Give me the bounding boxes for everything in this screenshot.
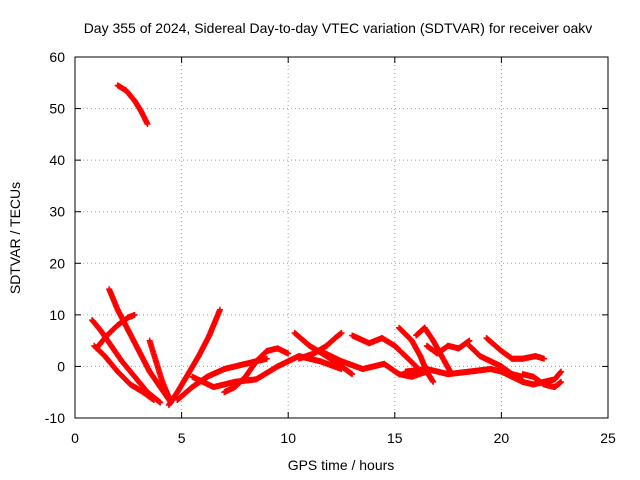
x-axis-label: GPS time / hours: [288, 457, 395, 473]
series-track-v: [519, 371, 565, 391]
data-point: [558, 368, 565, 375]
y-axis-label: SDTVAR / TECUs: [7, 182, 23, 294]
data-point: [430, 378, 437, 385]
x-tick-label: 10: [280, 430, 296, 446]
data-point: [150, 396, 157, 403]
y-tick-label: 10: [49, 307, 65, 323]
y-tick-label: 60: [49, 49, 65, 65]
data-point: [466, 337, 473, 344]
y-tick-label: 0: [57, 358, 65, 374]
data-point: [131, 311, 138, 318]
data-point: [285, 350, 292, 357]
data-point: [349, 371, 356, 378]
x-tick-label: 0: [71, 430, 79, 446]
y-tick-label: 40: [49, 152, 65, 168]
data-point: [338, 329, 345, 336]
series-track-g: [165, 306, 223, 409]
series-track-q: [423, 337, 473, 357]
data-point: [216, 306, 223, 313]
x-tick-label: 20: [494, 430, 510, 446]
data-point: [541, 355, 548, 362]
x-tick-label: 25: [600, 430, 616, 446]
ticks: 0 5 10 15 20 25 -10 0 10 20 30 40 50 60: [45, 49, 616, 446]
y-tick-label: 30: [49, 204, 65, 220]
data-point: [165, 394, 172, 401]
data-point: [263, 355, 270, 362]
series-track-t: [483, 335, 548, 362]
y-tick-label: 20: [49, 255, 65, 271]
series-track-p: [413, 324, 454, 375]
data-point: [157, 399, 164, 406]
series-track-a: [114, 82, 151, 128]
y-tick-label: -10: [45, 410, 65, 426]
series-track-f: [146, 337, 172, 401]
series-track-m: [317, 347, 430, 380]
chart-title: Day 355 of 2024, Sidereal Day-to-day VTE…: [84, 20, 593, 36]
x-tick-label: 15: [387, 430, 403, 446]
y-tick-label: 50: [49, 101, 65, 117]
data-points: [89, 82, 565, 409]
plot-frame: [74, 56, 609, 419]
x-tick-label: 5: [178, 430, 186, 446]
series-track-j: [221, 345, 292, 396]
data-point: [558, 378, 565, 385]
data-point: [144, 121, 151, 128]
grid: [75, 57, 608, 418]
series-track-e: [93, 311, 138, 352]
series-track-n: [349, 332, 420, 370]
